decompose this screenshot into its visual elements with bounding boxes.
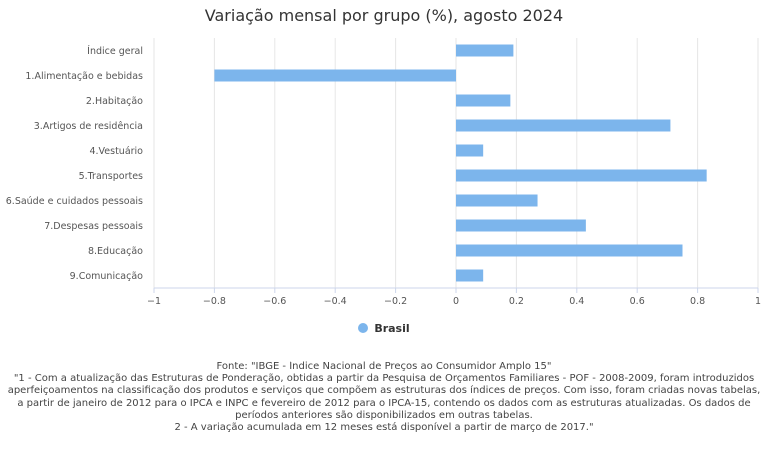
category-label: 2.Habitação	[86, 96, 143, 107]
bar[interactable]	[456, 94, 511, 107]
footer-line: períodos anteriores são disponibilizados…	[235, 409, 533, 421]
bar[interactable]	[456, 119, 671, 132]
bar[interactable]	[456, 194, 538, 207]
legend[interactable]: Brasil	[0, 322, 768, 335]
x-tick-label: −1	[147, 296, 161, 307]
x-tick-label: 0.8	[690, 296, 705, 307]
bar[interactable]	[456, 169, 707, 182]
legend-label: Brasil	[374, 322, 410, 335]
x-tick-label: −0.6	[263, 296, 286, 307]
footer-line: 2 - A variação acumulada em 12 meses est…	[174, 422, 594, 434]
bar[interactable]	[456, 244, 683, 257]
footer-line: "1 - Com a atualização das Estruturas de…	[13, 373, 755, 385]
category-label: Índice geral	[87, 45, 143, 57]
category-label: 8.Educação	[88, 246, 143, 257]
category-label: 3.Artigos de residência	[34, 121, 143, 132]
category-label: 5.Transportes	[79, 171, 143, 182]
category-label: 9.Comunicação	[70, 271, 144, 282]
footer-line: aperfeiçoamentos na classificação dos pr…	[7, 385, 761, 397]
bars	[214, 44, 707, 282]
x-tick-label: −0.8	[203, 296, 226, 307]
x-tick-label: −0.4	[324, 296, 347, 307]
x-tick-label: 0	[453, 296, 459, 307]
x-tick-label: 0.2	[509, 296, 524, 307]
bar[interactable]	[456, 44, 514, 57]
x-tick-label: 1	[755, 296, 761, 307]
bar[interactable]	[456, 269, 484, 282]
x-tick-label: −0.2	[384, 296, 407, 307]
x-tick-label: 0.6	[630, 296, 645, 307]
bar[interactable]	[456, 144, 484, 157]
category-label: 1.Alimentação e bebidas	[25, 71, 143, 82]
category-labels: Índice geral 1.Alimentação e bebidas 2.Hab…	[6, 45, 143, 282]
footer-line: a partir de janeiro de 2012 para o IPCA …	[17, 397, 751, 409]
category-label: 6.Saúde e cuidados pessoais	[6, 196, 143, 207]
bar[interactable]	[214, 69, 456, 82]
bar[interactable]	[456, 219, 586, 232]
footer-line: Fonte: "IBGE - Índice Nacional de Preços…	[216, 361, 552, 372]
x-axis-ticks: −1 −0.8 −0.6 −0.4 −0.2 0 0.2 0.4 0.6 0.8 1	[147, 287, 761, 307]
x-tick-label: 0.4	[569, 296, 584, 307]
category-label: 7.Despesas pessoais	[44, 221, 143, 232]
legend-marker-icon	[358, 323, 369, 333]
bar-chart: Índice geral 1.Alimentação e bebidas 2.Hab…	[6, 38, 761, 307]
category-label: 4.Vestuário	[89, 146, 143, 157]
chart-title: Variação mensal por grupo (%), agosto 20…	[204, 6, 564, 25]
chart-footer: Fonte: "IBGE - Índice Nacional de Preços…	[4, 361, 764, 434]
